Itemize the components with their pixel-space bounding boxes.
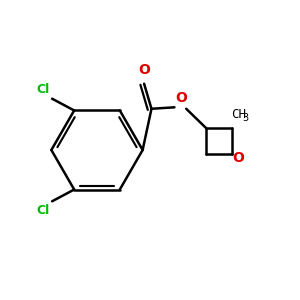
Text: Cl: Cl: [37, 204, 50, 217]
Text: O: O: [232, 151, 244, 165]
Text: O: O: [138, 63, 150, 77]
Text: Cl: Cl: [37, 83, 50, 96]
Text: 3: 3: [242, 113, 248, 123]
Text: CH: CH: [231, 108, 246, 121]
Text: O: O: [175, 91, 187, 105]
